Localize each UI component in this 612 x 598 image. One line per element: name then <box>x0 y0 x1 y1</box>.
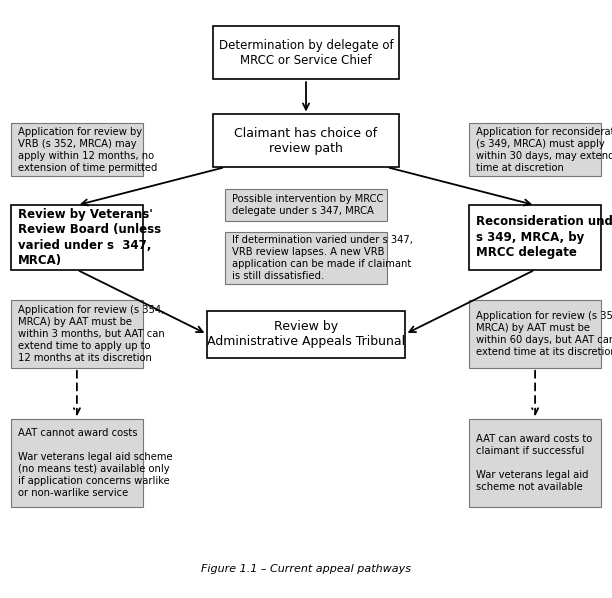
FancyBboxPatch shape <box>469 300 601 368</box>
FancyBboxPatch shape <box>11 300 143 368</box>
FancyBboxPatch shape <box>225 231 387 285</box>
Text: Claimant has choice of
review path: Claimant has choice of review path <box>234 127 378 155</box>
FancyBboxPatch shape <box>469 419 601 507</box>
Text: AAT cannot award costs

War veterans legal aid scheme
(no means test) available : AAT cannot award costs War veterans lega… <box>18 428 173 498</box>
Text: Application for review by
VRB (s 352, MRCA) may
apply within 12 months, no
exten: Application for review by VRB (s 352, MR… <box>18 127 157 173</box>
Text: If determination varied under s 347,
VRB review lapses. A new VRB
application ca: If determination varied under s 347, VRB… <box>232 235 413 281</box>
Text: Review by Veterans'
Review Board (unless
varied under s  347,
MRCA): Review by Veterans' Review Board (unless… <box>18 208 161 267</box>
FancyBboxPatch shape <box>11 419 143 507</box>
Text: Figure 1.1 – Current appeal pathways: Figure 1.1 – Current appeal pathways <box>201 565 411 575</box>
FancyBboxPatch shape <box>213 114 399 167</box>
Text: Review by
Administrative Appeals Tribunal: Review by Administrative Appeals Tribuna… <box>207 320 405 349</box>
Text: Application for reconsideration
(s 349, MRCA) must apply
within 30 days, may ext: Application for reconsideration (s 349, … <box>476 127 612 173</box>
FancyBboxPatch shape <box>11 205 143 270</box>
Text: Reconsideration under
s 349, MRCA, by
MRCC delegate: Reconsideration under s 349, MRCA, by MR… <box>476 215 612 260</box>
FancyBboxPatch shape <box>469 205 601 270</box>
FancyBboxPatch shape <box>207 311 405 358</box>
Text: Application for review (s 354,
MRCA) by AAT must be
within 3 months, but AAT can: Application for review (s 354, MRCA) by … <box>18 305 165 363</box>
Text: Application for review (s 354,
MRCA) by AAT must be
within 60 days, but AAT can
: Application for review (s 354, MRCA) by … <box>476 311 612 357</box>
Text: Possible intervention by MRCC
delegate under s 347, MRCA: Possible intervention by MRCC delegate u… <box>232 194 384 216</box>
FancyBboxPatch shape <box>213 26 399 80</box>
FancyBboxPatch shape <box>11 123 143 176</box>
Text: AAT can award costs to
claimant if successful

War veterans legal aid
scheme not: AAT can award costs to claimant if succe… <box>476 434 592 492</box>
Text: Determination by delegate of
MRCC or Service Chief: Determination by delegate of MRCC or Ser… <box>218 39 394 67</box>
FancyBboxPatch shape <box>469 123 601 176</box>
FancyBboxPatch shape <box>225 189 387 221</box>
